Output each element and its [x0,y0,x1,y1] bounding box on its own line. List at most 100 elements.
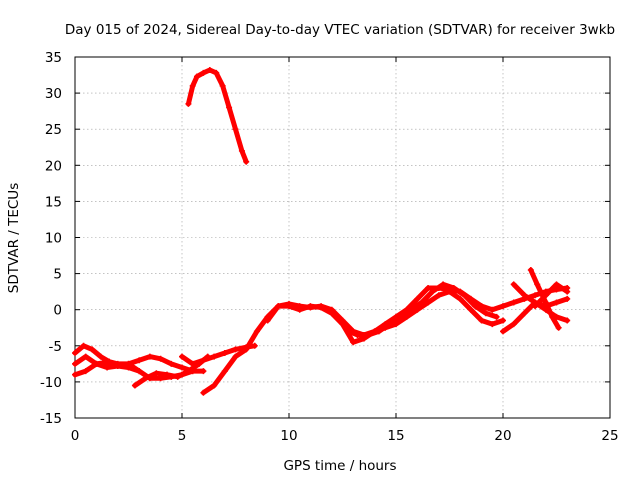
data-point [264,317,271,324]
data-point [407,306,414,313]
data-point [446,288,453,295]
data-point [534,281,541,288]
data-point [375,328,382,335]
data-point [89,346,96,353]
data-point [93,360,100,367]
y-axis-label: SDTVAR / TECUs [6,183,22,293]
data-point [510,321,517,328]
data-point [425,285,432,292]
data-point [521,292,528,299]
data-point [221,368,228,375]
data-point [179,364,185,371]
data-point [482,310,489,317]
data-point [251,342,258,349]
data-point [136,357,143,364]
y-tick-label: 20 [45,158,62,174]
data-point [414,295,421,302]
data-point [397,313,404,320]
data-point [232,126,239,133]
data-point [350,339,357,346]
data-point [146,353,153,360]
data-point [238,147,245,154]
data-point [185,100,192,107]
data-point [131,382,138,389]
y-tick-label: 35 [45,50,62,66]
data-point [493,313,500,320]
data-point [365,331,372,338]
data-point [226,104,233,111]
data-point [189,82,196,89]
y-tick-label: 15 [45,194,62,210]
data-series [72,66,571,396]
data-point [189,360,196,367]
data-point [136,368,143,375]
data-point [200,389,207,396]
series-line-arc-main [200,285,570,396]
data-point [510,299,517,306]
data-point [200,357,207,364]
y-tick-label: 30 [45,86,62,102]
data-point [461,292,468,299]
data-point [200,368,207,375]
data-point [72,371,78,378]
data-point [193,73,200,80]
y-tick-label: -5 [49,339,62,355]
data-point [307,303,314,310]
series-line-arc-k [532,281,570,309]
data-point [478,317,485,324]
data-point [213,69,220,76]
x-tick-label: 15 [387,428,404,444]
data-point [211,353,218,360]
y-tick-label: 10 [45,231,62,247]
data-point [80,342,87,349]
data-point [339,321,346,328]
data-point [564,295,571,302]
x-tick-label: 0 [71,428,80,444]
data-point [219,82,226,89]
data-point [200,69,207,76]
data-point [467,306,474,313]
data-point [243,346,250,353]
data-point [450,285,457,292]
data-point [542,292,549,299]
data-point [97,353,104,360]
grid-lines [75,57,610,418]
data-point [296,306,303,313]
chart-title: Day 015 of 2024, Sidereal Day-to-day VTE… [65,22,615,38]
data-point [542,299,549,306]
data-point [164,371,171,378]
data-point [243,158,250,165]
data-point [532,303,539,310]
data-point [318,304,325,311]
data-point [555,324,562,331]
data-point [211,382,218,389]
data-point [521,310,528,317]
data-point [153,370,160,377]
y-tick-label: -15 [40,411,62,427]
data-point [500,303,506,310]
series-line-arc-high [185,67,249,165]
data-point [553,299,560,306]
data-point [345,328,352,335]
tick-labels: 0 5 10 15 20 25 -15 -10 -5 0 5 10 15 20 25 30 35 [40,50,619,444]
x-axis-label: GPS time / hours [283,458,396,474]
data-point [168,360,175,367]
data-point [564,288,571,295]
x-tick-label: 10 [280,428,297,444]
data-point [275,303,282,310]
data-point [286,303,292,310]
y-tick-label: 25 [45,122,62,138]
data-point [174,373,181,380]
data-point [500,328,506,335]
data-point [232,353,239,360]
data-point [489,321,496,328]
x-tick-label: 25 [601,428,618,444]
data-point [114,363,121,370]
data-point [564,317,571,324]
x-tick-label: 5 [178,428,187,444]
data-point [72,350,78,357]
data-point [206,66,213,73]
data-point [157,355,164,362]
data-point [418,299,425,306]
